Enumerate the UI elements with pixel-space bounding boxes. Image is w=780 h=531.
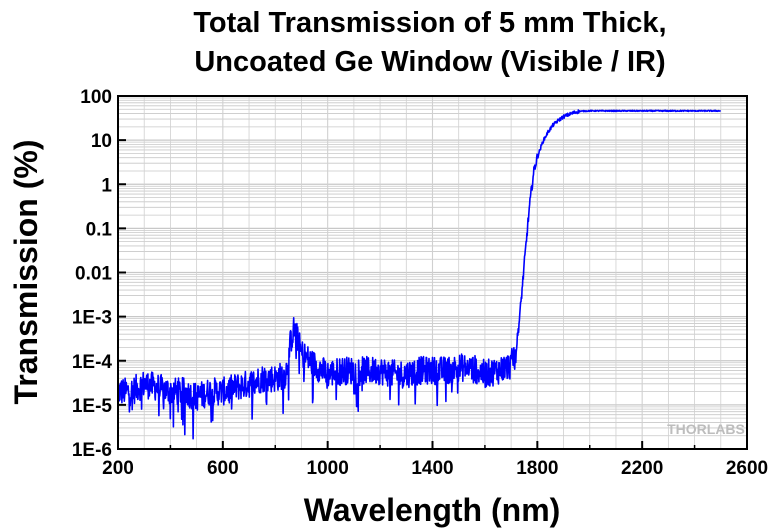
y-tick-label: 0.1 <box>86 219 113 240</box>
chart-title-line-2: Uncoated Ge Window (Visible / IR) <box>194 46 666 78</box>
y-tick-label: 1 <box>101 175 112 196</box>
x-tick-label: 2200 <box>621 458 663 479</box>
x-axis-label: Wavelength (nm) <box>304 492 561 528</box>
x-tick-label: 200 <box>102 458 134 479</box>
y-tick-label: 1E-6 <box>72 440 112 461</box>
thorlabs-watermark: THORLABS <box>667 421 745 437</box>
y-tick-label: 1E-5 <box>72 396 113 417</box>
axis-ticks: 200 600 1000 1400 1800 2200 2600 100 10 1 0.1 0.01 1… <box>72 87 768 479</box>
series-layer <box>117 109 722 440</box>
x-tick-label: 2600 <box>726 458 768 479</box>
chart-title: Total Transmission of 5 mm Thick, Uncoat… <box>110 4 750 82</box>
transmission-series-line <box>117 109 722 440</box>
y-axis-label: Transmission (%) <box>8 140 44 405</box>
y-tick-label: 1E-4 <box>72 352 113 373</box>
chart-title-line-1: Total Transmission of 5 mm Thick, <box>193 7 667 39</box>
y-tick-label: 1E-3 <box>72 308 112 329</box>
x-tick-label: 600 <box>207 458 239 479</box>
y-tick-label: 100 <box>80 87 112 108</box>
x-tick-label: 1400 <box>411 458 453 479</box>
x-tick-label: 1800 <box>516 458 558 479</box>
y-tick-label: 10 <box>91 131 112 152</box>
x-tick-label: 1000 <box>307 458 349 479</box>
y-tick-label: 0.01 <box>75 264 112 285</box>
